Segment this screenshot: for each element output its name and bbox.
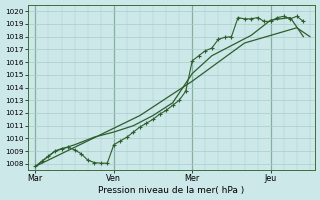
X-axis label: Pression niveau de la mer( hPa ): Pression niveau de la mer( hPa ) — [98, 186, 244, 195]
